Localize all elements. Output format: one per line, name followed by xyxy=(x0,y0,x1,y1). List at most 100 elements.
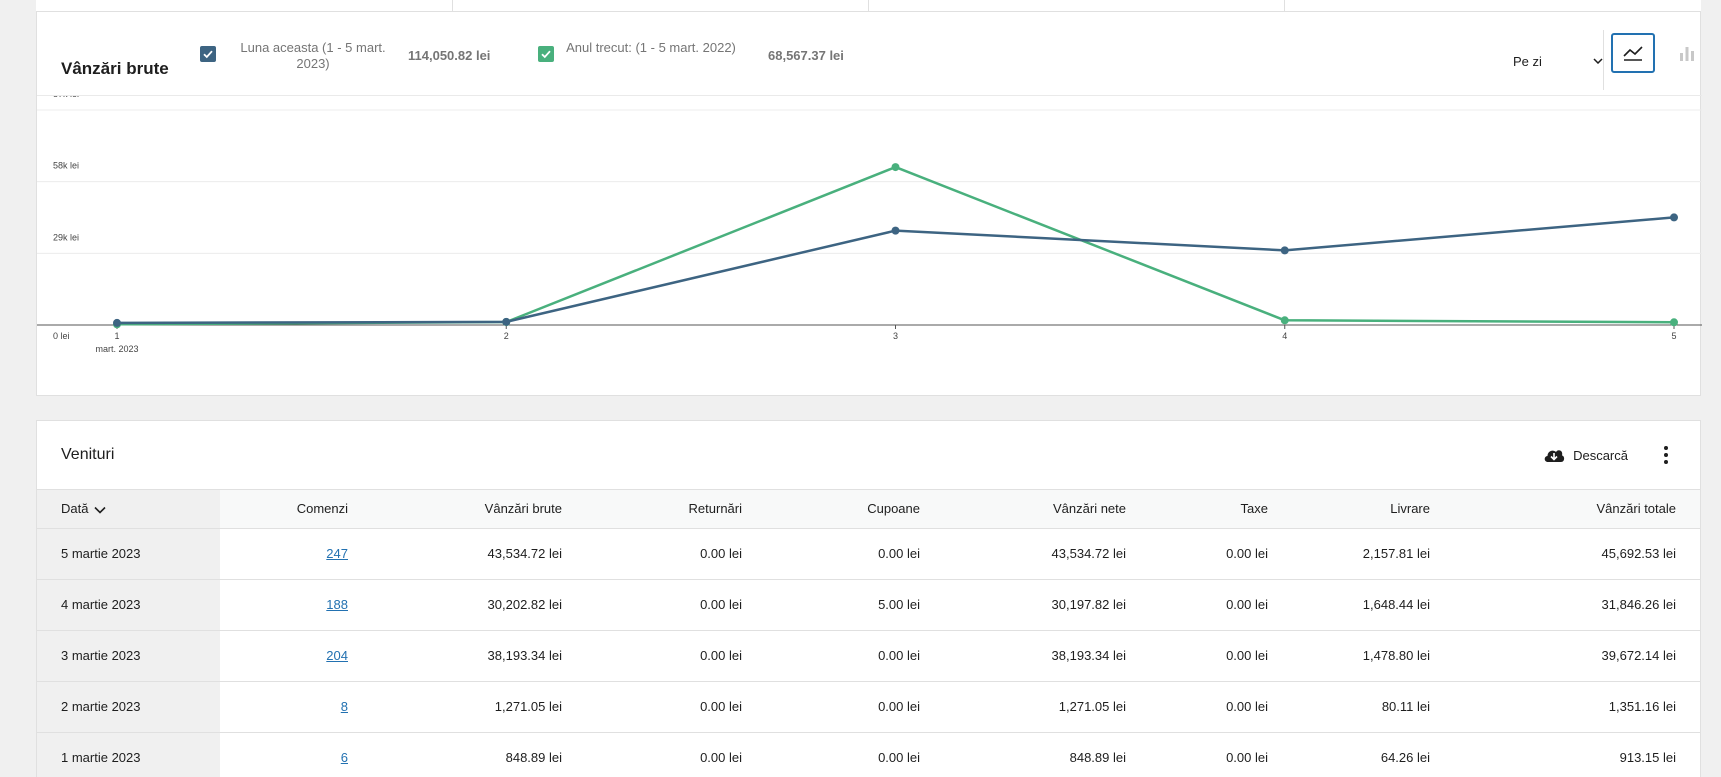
legend-item-current[interactable]: Luna aceasta (1 - 5 mart. 2023) 114,050.… xyxy=(200,40,490,72)
legend-value-previous: 68,567.37 lei xyxy=(768,48,844,63)
series-point-0 xyxy=(1280,246,1289,255)
series-line-1 xyxy=(116,165,1675,326)
table-row: 5 martie 2023 247 43,534.72 lei 0.00 lei 0.0… xyxy=(37,528,1700,580)
line-chart-button[interactable] xyxy=(1611,33,1655,73)
chart-card: Vânzări brute Luna aceasta (1 - 5 mart. … xyxy=(36,12,1702,396)
column-header[interactable]: Vânzări totale xyxy=(1454,490,1700,529)
legend-checkbox-previous[interactable] xyxy=(538,46,554,62)
table-cell: 0.00 lei xyxy=(586,732,766,777)
table-cell: 0.00 lei xyxy=(1150,732,1292,777)
column-header[interactable]: Vânzări brute xyxy=(372,490,586,529)
y-tick-label: 29k lei xyxy=(53,232,79,242)
check-icon xyxy=(541,50,551,59)
series-point-0 xyxy=(113,318,121,327)
summary-divider xyxy=(452,0,453,12)
orders-link[interactable]: 188 xyxy=(326,597,348,612)
legend-checkbox-current[interactable] xyxy=(200,46,216,62)
column-header-label: Vânzări brute xyxy=(484,501,562,517)
sort-chevron-icon xyxy=(94,506,107,514)
table-cell: 0.00 lei xyxy=(1150,528,1292,580)
table-cell: 0.00 lei xyxy=(586,579,766,631)
series-point-1 xyxy=(1280,316,1289,325)
table-cell: 913.15 lei xyxy=(1454,732,1700,777)
check-icon xyxy=(203,50,213,59)
orders-link[interactable]: 6 xyxy=(340,750,348,765)
table-cell: 43,534.72 lei xyxy=(944,528,1150,580)
column-header-label: Vânzări totale xyxy=(1596,501,1677,517)
cell-date: 1 martie 2023 xyxy=(37,732,220,777)
table-cell: 0.00 lei xyxy=(766,732,944,777)
y-tick-label: 58k lei xyxy=(53,161,79,171)
table-cell: 0.00 lei xyxy=(1150,681,1292,733)
table-cell: 0.00 lei xyxy=(586,681,766,733)
table-cell: 0.00 lei xyxy=(766,528,944,580)
legend-value-current: 114,050.82 lei xyxy=(408,48,491,63)
x-tick-label: 5 xyxy=(1671,331,1676,341)
table-cell: 0.00 lei xyxy=(1150,579,1292,631)
column-header-label: Vânzări nete xyxy=(1053,501,1126,517)
table-cell: 247 xyxy=(220,528,372,580)
table-cell: 64.26 lei xyxy=(1292,732,1454,777)
table-header-bar: Venituri Descarcă xyxy=(37,421,1700,490)
x-axis-sub-label: mart. 2023 xyxy=(95,344,138,354)
column-header-date[interactable]: Dată xyxy=(37,490,220,529)
table-cell: 0.00 lei xyxy=(766,630,944,682)
table-cell: 188 xyxy=(220,579,372,631)
table-header-row: Dată Comenzi Vânzări brute Returnări Cupoane… xyxy=(37,490,1700,529)
legend-item-previous[interactable]: Anul trecut: (1 - 5 mart. 2022) 68,567.3… xyxy=(538,40,844,63)
column-header-label: Comenzi xyxy=(296,501,348,517)
summary-divider xyxy=(1284,0,1285,12)
x-tick-label: 1 xyxy=(114,331,119,341)
more-dot xyxy=(1664,446,1668,450)
column-header[interactable]: Taxe xyxy=(1150,490,1292,529)
legend-label-current: Luna aceasta (1 - 5 mart. 2023) xyxy=(240,40,386,71)
more-options-button[interactable] xyxy=(1656,446,1676,464)
more-dot xyxy=(1664,453,1668,457)
orders-link[interactable]: 8 xyxy=(340,699,348,714)
table-row: 2 martie 2023 8 1,271.05 lei 0.00 lei 0.00 l… xyxy=(37,681,1700,733)
bar-chart-button[interactable] xyxy=(1665,33,1709,73)
bar-chart-icon xyxy=(1680,47,1694,61)
cell-date: 3 martie 2023 xyxy=(37,630,220,682)
column-header-label: Cupoane xyxy=(867,501,920,517)
download-label: Descarcă xyxy=(1573,447,1628,463)
table-cell: 1,478.80 lei xyxy=(1292,630,1454,682)
interval-select[interactable]: Pe zi xyxy=(1477,46,1617,76)
line-chart-icon xyxy=(1623,46,1643,61)
table-cell: 31,846.26 lei xyxy=(1454,579,1700,631)
column-header-label: Dată xyxy=(61,501,89,517)
column-header[interactable]: Livrare xyxy=(1292,490,1454,529)
table-cell: 0.00 lei xyxy=(586,528,766,580)
download-button[interactable]: Descarcă xyxy=(1543,447,1628,463)
column-header[interactable]: Vânzări nete xyxy=(944,490,1150,529)
cell-date: 4 martie 2023 xyxy=(37,579,220,631)
y-tick-label: 87k lei xyxy=(53,96,79,99)
table-cell: 30,197.82 lei xyxy=(944,579,1150,631)
summary-divider xyxy=(868,0,869,12)
table-cell: 1,271.05 lei xyxy=(372,681,586,733)
series-point-0 xyxy=(1670,213,1678,222)
table-cell: 6 xyxy=(220,732,372,777)
table-cell: 38,193.34 lei xyxy=(372,630,586,682)
column-header-label: Taxe xyxy=(1240,501,1268,517)
table-cell: 204 xyxy=(220,630,372,682)
table-body: 5 martie 2023 247 43,534.72 lei 0.00 lei 0.0… xyxy=(37,528,1700,777)
orders-link[interactable]: 247 xyxy=(326,546,348,561)
column-header[interactable]: Comenzi xyxy=(220,490,372,529)
interval-select-value: Pe zi xyxy=(1513,53,1542,69)
chart-title: Vânzări brute xyxy=(61,59,169,78)
more-dot xyxy=(1664,460,1668,464)
chevron-down-icon xyxy=(1593,58,1603,64)
table-cell: 0.00 lei xyxy=(766,681,944,733)
table-row: 4 martie 2023 188 30,202.82 lei 0.00 lei 5.0… xyxy=(37,579,1700,631)
table-cell: 1,271.05 lei xyxy=(944,681,1150,733)
column-header-label: Livrare xyxy=(1390,501,1430,517)
cell-date: 5 martie 2023 xyxy=(37,528,220,580)
table-cell: 0.00 lei xyxy=(1150,630,1292,682)
column-header[interactable]: Cupoane xyxy=(766,490,944,529)
orders-link[interactable]: 204 xyxy=(326,648,348,663)
y-tick-label: 0 lei xyxy=(53,331,70,341)
column-header[interactable]: Returnări xyxy=(586,490,766,529)
legend-label-previous: Anul trecut: (1 - 5 mart. 2022) xyxy=(566,40,736,55)
x-tick-label: 4 xyxy=(1282,331,1287,341)
